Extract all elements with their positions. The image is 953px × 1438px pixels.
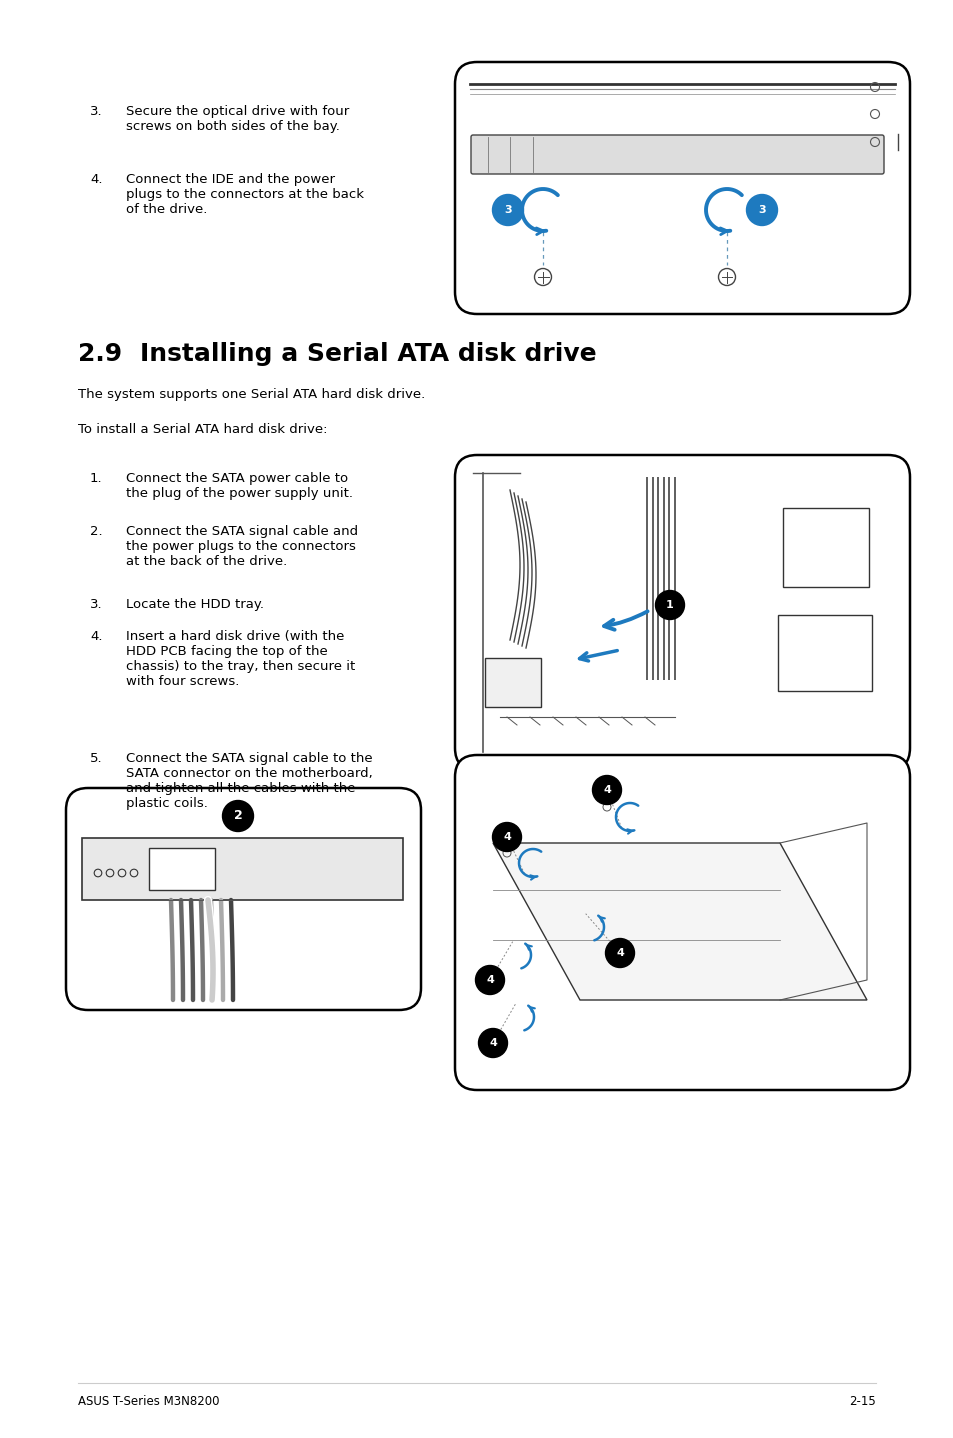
FancyBboxPatch shape: [471, 135, 883, 174]
Text: 2-15: 2-15: [848, 1395, 875, 1408]
Text: 4: 4: [485, 975, 494, 985]
Text: 4: 4: [616, 948, 623, 958]
Circle shape: [478, 1028, 507, 1057]
Text: 4.: 4.: [90, 173, 102, 186]
Circle shape: [492, 194, 523, 226]
FancyBboxPatch shape: [484, 659, 540, 707]
Circle shape: [475, 965, 504, 995]
Text: 3.: 3.: [90, 598, 103, 611]
FancyBboxPatch shape: [149, 848, 214, 890]
Text: 4: 4: [502, 833, 511, 843]
Text: 3: 3: [758, 206, 765, 216]
Text: 2.9: 2.9: [78, 342, 122, 367]
Text: 2.: 2.: [90, 525, 103, 538]
Text: 4: 4: [489, 1038, 497, 1048]
Text: The system supports one Serial ATA hard disk drive.: The system supports one Serial ATA hard …: [78, 388, 425, 401]
Text: ASUS T-Series M3N8200: ASUS T-Series M3N8200: [78, 1395, 219, 1408]
Polygon shape: [493, 843, 866, 999]
Text: 2: 2: [233, 810, 242, 823]
FancyBboxPatch shape: [455, 755, 909, 1090]
Circle shape: [492, 823, 521, 851]
Text: Insert a hard disk drive (with the
HDD PCB facing the top of the
chassis) to the: Insert a hard disk drive (with the HDD P…: [126, 630, 355, 687]
Text: 4: 4: [602, 785, 610, 795]
FancyBboxPatch shape: [455, 454, 909, 769]
FancyBboxPatch shape: [455, 62, 909, 313]
Text: 1.: 1.: [90, 472, 103, 485]
Text: Connect the SATA signal cable and
the power plugs to the connectors
at the back : Connect the SATA signal cable and the po…: [126, 525, 357, 568]
Text: Secure the optical drive with four
screws on both sides of the bay.: Secure the optical drive with four screw…: [126, 105, 349, 132]
FancyBboxPatch shape: [82, 838, 402, 900]
Text: Locate the HDD tray.: Locate the HDD tray.: [126, 598, 264, 611]
Text: Connect the SATA power cable to
the plug of the power supply unit.: Connect the SATA power cable to the plug…: [126, 472, 353, 500]
FancyBboxPatch shape: [66, 788, 420, 1009]
Text: 5.: 5.: [90, 752, 103, 765]
Circle shape: [745, 194, 777, 226]
Text: 1: 1: [665, 600, 673, 610]
FancyBboxPatch shape: [778, 615, 871, 692]
Circle shape: [605, 939, 634, 968]
Text: To install a Serial ATA hard disk drive:: To install a Serial ATA hard disk drive:: [78, 423, 327, 436]
FancyBboxPatch shape: [782, 508, 868, 587]
Text: 4.: 4.: [90, 630, 102, 643]
Text: Installing a Serial ATA disk drive: Installing a Serial ATA disk drive: [140, 342, 596, 367]
Text: 3.: 3.: [90, 105, 103, 118]
Circle shape: [592, 775, 620, 804]
Circle shape: [655, 591, 684, 620]
Text: Connect the IDE and the power
plugs to the connectors at the back
of the drive.: Connect the IDE and the power plugs to t…: [126, 173, 364, 216]
Text: Connect the SATA signal cable to the
SATA connector on the motherboard,
and tigh: Connect the SATA signal cable to the SAT…: [126, 752, 373, 810]
Text: 3: 3: [503, 206, 511, 216]
Circle shape: [222, 801, 253, 831]
